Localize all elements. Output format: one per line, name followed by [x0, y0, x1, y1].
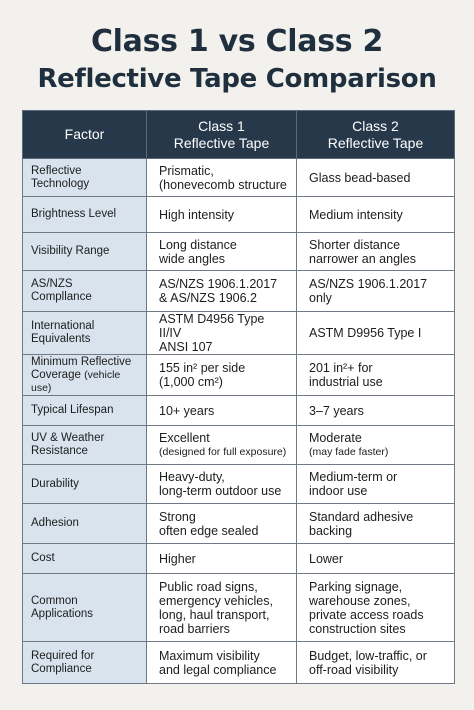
header-class1: Class 1 Reflective Tape [146, 110, 297, 159]
table-row: Common Applications Public road signs, e… [22, 573, 455, 642]
factor-cell: Adhesion [22, 503, 147, 544]
table-row: Required for Compliance Maximum visibili… [22, 641, 455, 684]
page-subtitle: Reflective Tape Comparison [37, 64, 437, 94]
factor-cell: UV & Weather Resistance [22, 425, 147, 465]
class1-cell: Maximum visibility and legal compliance [146, 641, 297, 684]
class1-cell: 155 in² per side (1,000 cm²) [146, 354, 297, 396]
class2-cell: Medium intensity [296, 196, 455, 233]
factor-cell: International Equivalents [22, 311, 147, 355]
class2-cell: Standard adhesive backing [296, 503, 455, 544]
header-factor: Factor [22, 110, 147, 159]
class1-cell: Public road signs, emergency vehicles, l… [146, 573, 297, 642]
header-class2: Class 2 Reflective Tape [296, 110, 455, 159]
class1-cell: ASTM D4956 Type II/IV ANSI 107 [146, 311, 297, 355]
factor-cell: Cost [22, 543, 147, 574]
class1-cell: Higher [146, 543, 297, 574]
class2-cell: 3–7 years [296, 395, 455, 426]
factor-cell: Brightness Level [22, 196, 147, 233]
factor-cell: AS/NZS Compllance [22, 270, 147, 312]
table-row: Brightness Level High intensity Medium i… [22, 196, 455, 233]
table-row: International Equivalents ASTM D4956 Typ… [22, 311, 455, 355]
factor-cell: Durability [22, 464, 147, 504]
class2-cell: Medium-term or indoor use [296, 464, 455, 504]
class2-value: Moderate [309, 431, 362, 445]
class2-cell: Moderate (may fade faster) [296, 425, 455, 465]
comparison-table: Factor Class 1 Reflective Tape Class 2 R… [22, 110, 455, 684]
class2-cell: 201 in²+ for industrial use [296, 354, 455, 396]
factor-cell: Typical Lifespan [22, 395, 147, 426]
factor-cell: Required for Compliance [22, 641, 147, 684]
class1-note: (designed for full exposure) [159, 446, 287, 458]
factor-cell: Minimum Reflective Coverage (vehicle use… [22, 354, 147, 396]
factor-label: Minimum Reflective Coverage [31, 355, 132, 381]
class1-cell: Prismatic, (honevecomb structure [146, 158, 297, 197]
factor-cell: Common Applications [22, 573, 147, 642]
factor-note: (vehicle use) [31, 368, 121, 394]
table-row: Typical Lifespan 10+ years 3–7 years [22, 395, 455, 426]
class1-value: Excellent [159, 431, 210, 445]
factor-cell: Reflective Technology [22, 158, 147, 197]
factor-cell: Visibility Range [22, 232, 147, 271]
class2-cell: Glass bead-based [296, 158, 455, 197]
class2-cell: ASTM D9956 Type I [296, 311, 455, 355]
class1-cell: High intensity [146, 196, 297, 233]
class1-cell: Heavy-duty, long-term outdoor use [146, 464, 297, 504]
table-row: Minimum Reflective Coverage (vehicle use… [22, 354, 455, 396]
table-row: Adhesion Strong often edge sealed Standa… [22, 503, 455, 544]
table-row: Reflective Technology Prismatic, (honeve… [22, 158, 455, 197]
class1-cell: Excellent (designed for full exposure) [146, 425, 297, 465]
table-row: UV & Weather Resistance Excellent (desig… [22, 425, 455, 465]
class2-cell: Lower [296, 543, 455, 574]
class1-cell: 10+ years [146, 395, 297, 426]
class2-cell: AS/NZS 1906.1.2017 only [296, 270, 455, 312]
class2-note: (may fade faster) [309, 446, 389, 458]
class1-cell: Long distance wide angles [146, 232, 297, 271]
class1-cell: AS/NZS 1906.1.2017 & AS/NZS 1906.2 [146, 270, 297, 312]
class1-cell: Strong often edge sealed [146, 503, 297, 544]
class2-cell: Parking signage, warehouse zones, privat… [296, 573, 455, 642]
table-row: Cost Higher Lower [22, 543, 455, 574]
table-row: Durability Heavy-duty, long-term outdoor… [22, 464, 455, 504]
table-header-row: Factor Class 1 Reflective Tape Class 2 R… [22, 110, 455, 159]
page-title: Class 1 vs Class 2 [90, 24, 384, 59]
class2-cell: Shorter distance narrower an angles [296, 232, 455, 271]
class2-cell: Budget, low-traffic, or off-road visibil… [296, 641, 455, 684]
table-row: AS/NZS Compllance AS/NZS 1906.1.2017 & A… [22, 270, 455, 312]
table-row: Visibility Range Long distance wide angl… [22, 232, 455, 271]
